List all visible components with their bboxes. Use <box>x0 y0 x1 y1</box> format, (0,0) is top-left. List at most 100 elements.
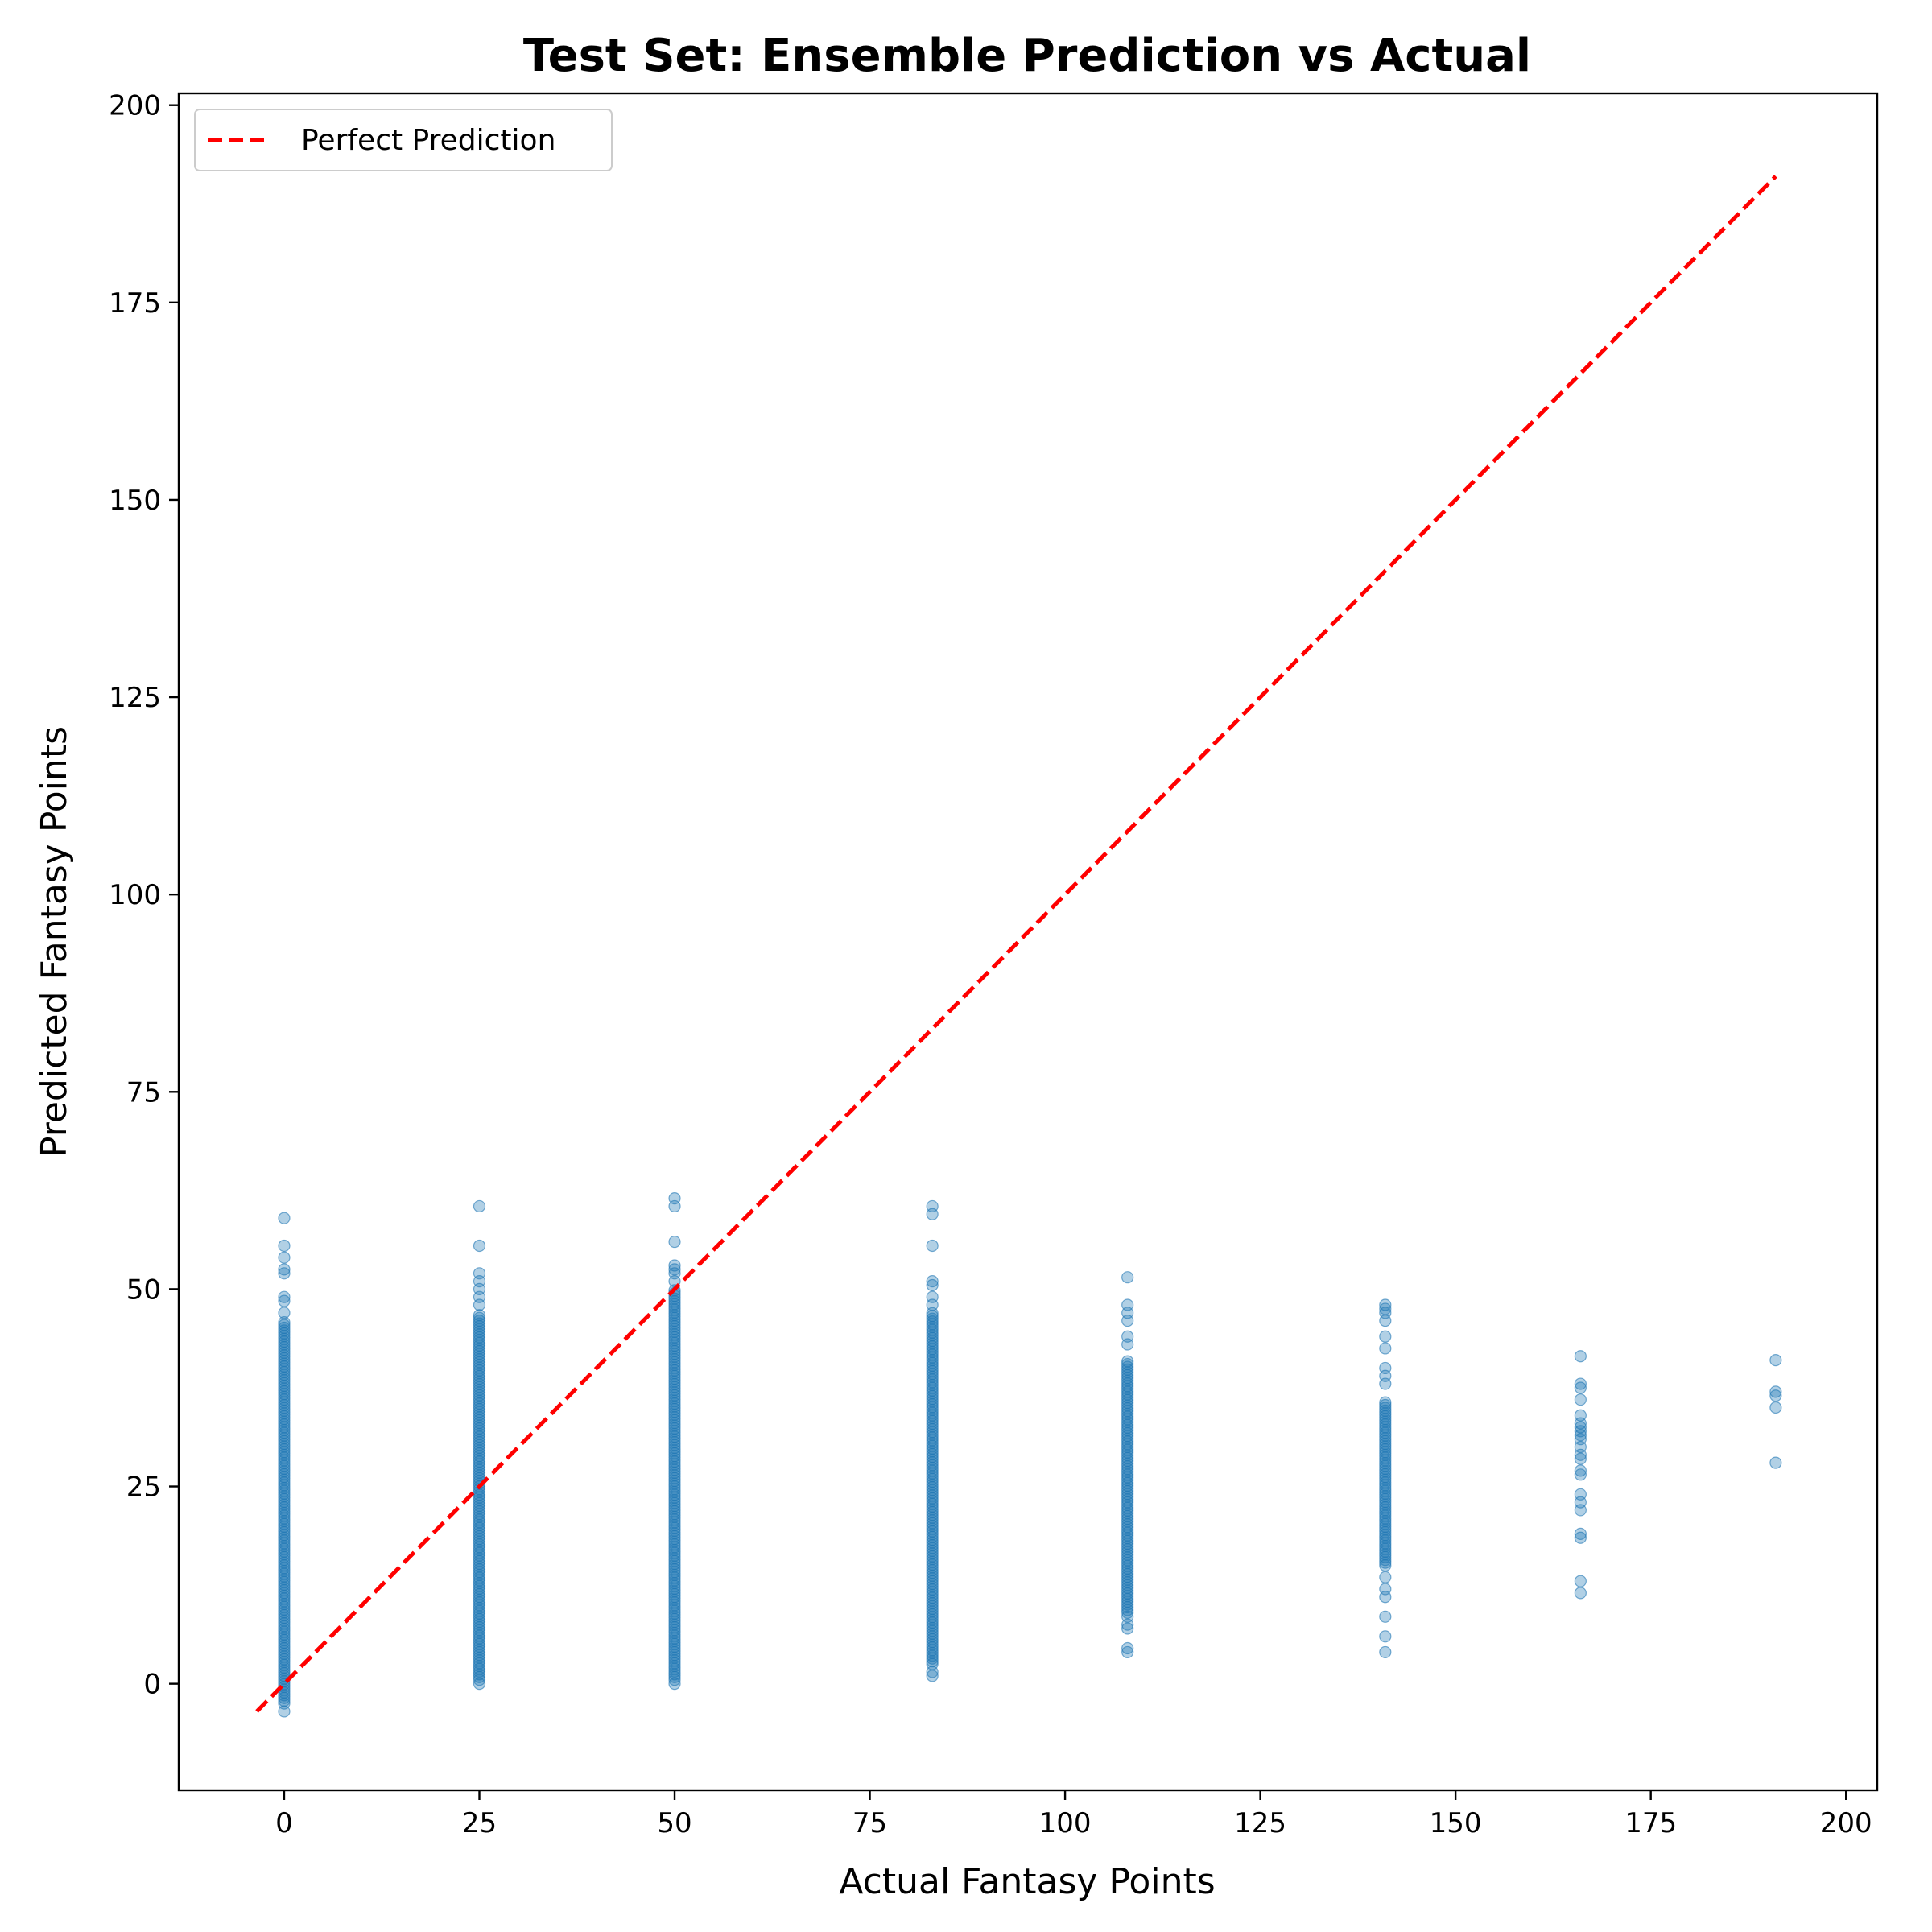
data-point <box>1379 1645 1392 1659</box>
data-point <box>668 1192 681 1205</box>
data-point <box>1769 1389 1782 1402</box>
data-point <box>1121 1298 1134 1311</box>
data-point <box>1379 1396 1392 1409</box>
data-point <box>1379 1330 1392 1343</box>
y-tick-label: 125 <box>109 682 161 714</box>
data-point <box>668 1259 681 1272</box>
scatter-points <box>278 1192 1782 1718</box>
y-tick-label: 175 <box>109 287 161 320</box>
data-point <box>1574 1488 1587 1501</box>
data-point <box>926 1307 939 1319</box>
data-point <box>278 1294 291 1307</box>
data-point <box>1121 1271 1134 1284</box>
data-point <box>1574 1393 1587 1406</box>
data-point <box>1379 1298 1392 1311</box>
data-point <box>1121 1645 1134 1659</box>
data-point <box>473 1267 486 1280</box>
y-tick-label: 75 <box>126 1076 161 1108</box>
y-tick-label: 0 <box>143 1669 161 1701</box>
x-tick-label: 125 <box>1234 1807 1286 1839</box>
data-point <box>473 1311 486 1324</box>
data-point <box>1121 1610 1134 1623</box>
data-point <box>1379 1571 1392 1583</box>
data-point <box>926 1290 939 1303</box>
data-point <box>1574 1587 1587 1600</box>
data-point <box>278 1212 291 1224</box>
x-tick-label: 25 <box>462 1807 497 1839</box>
data-point <box>278 1251 291 1264</box>
data-point <box>1379 1302 1392 1315</box>
legend-label: Perfect Prediction <box>301 124 555 157</box>
data-point <box>1121 1355 1134 1368</box>
x-tick-label: 150 <box>1430 1807 1482 1839</box>
legend: Perfect Prediction <box>194 109 613 171</box>
data-point <box>668 1235 681 1249</box>
data-point <box>1769 1385 1782 1398</box>
data-point <box>1121 1622 1134 1635</box>
data-point <box>926 1274 939 1288</box>
x-tick-label: 50 <box>657 1807 691 1839</box>
data-point <box>668 1263 681 1276</box>
data-point <box>1574 1575 1587 1587</box>
data-point <box>278 1319 291 1331</box>
y-axis-label: Predicted Fantasy Points <box>34 726 75 1158</box>
y-tick-label: 25 <box>126 1472 161 1504</box>
data-point <box>1379 1583 1392 1596</box>
legend-frame <box>194 109 613 171</box>
y-tick-label: 50 <box>126 1274 161 1306</box>
data-point <box>1379 1361 1392 1375</box>
data-point <box>1574 1377 1587 1390</box>
data-point <box>278 1263 291 1276</box>
perfect-prediction-line <box>255 175 1777 1713</box>
data-point <box>473 1239 486 1253</box>
data-point <box>1574 1468 1587 1481</box>
x-axis-label: Actual Fantasy Points <box>839 1861 1215 1902</box>
data-point <box>1574 1409 1587 1422</box>
data-point <box>1574 1527 1587 1540</box>
data-point <box>278 1239 291 1253</box>
y-tick-label: 200 <box>109 90 161 122</box>
x-tick-label: 175 <box>1624 1807 1677 1839</box>
data-point <box>1769 1456 1782 1469</box>
data-point <box>278 1705 291 1718</box>
data-point <box>1379 1630 1392 1643</box>
data-point <box>1574 1452 1587 1465</box>
data-point <box>278 1307 291 1319</box>
data-point <box>1379 1398 1392 1412</box>
x-tick-label: 100 <box>1039 1807 1092 1839</box>
x-tick-label: 200 <box>1820 1807 1872 1839</box>
x-tick-label: 75 <box>852 1807 887 1839</box>
data-point <box>1121 1357 1134 1371</box>
data-point <box>926 1239 939 1253</box>
data-point <box>1121 1641 1134 1655</box>
data-point <box>1769 1354 1782 1367</box>
data-point <box>926 1199 939 1213</box>
data-point <box>1121 1330 1134 1343</box>
data-point <box>278 1290 291 1303</box>
y-tick-label: 100 <box>109 879 161 911</box>
chart-title: Test Set: Ensemble Prediction vs Actual <box>523 30 1531 82</box>
data-point <box>1379 1342 1392 1355</box>
x-tick-label: 0 <box>275 1807 293 1839</box>
data-point <box>473 1309 486 1322</box>
data-point <box>926 1666 939 1678</box>
y-axis: 0 25 50 75 100 125 150 175 200 <box>109 90 179 1701</box>
data-point <box>1769 1401 1782 1414</box>
data-point <box>278 1315 291 1329</box>
data-point <box>1574 1531 1587 1544</box>
data-point <box>926 1670 939 1682</box>
data-point <box>1574 1464 1587 1477</box>
axes-frame <box>177 92 1879 1792</box>
data-point <box>668 1678 681 1690</box>
data-point <box>1574 1381 1587 1394</box>
data-point <box>473 1678 486 1690</box>
data-point <box>473 1199 486 1213</box>
data-point <box>278 1267 291 1280</box>
x-axis: 0 25 50 75 100 125 150 175 200 <box>275 1790 1872 1839</box>
data-point <box>1379 1610 1392 1623</box>
data-point <box>926 1278 939 1292</box>
data-point <box>1574 1421 1587 1434</box>
